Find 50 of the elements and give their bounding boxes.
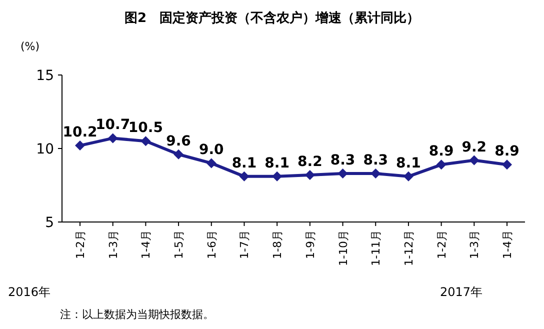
point: [174, 149, 184, 160]
x-tick-label: 1-4月: [501, 230, 514, 259]
data-label: 8.9: [494, 144, 520, 160]
point: [108, 133, 118, 144]
data-label: 8.1: [232, 155, 257, 172]
x-tick-label: 1-2月: [74, 230, 87, 259]
data-label: 8.3: [363, 152, 388, 168]
x-tick-label: 1-4月: [140, 230, 153, 259]
data-label: 8.2: [298, 154, 322, 170]
x-tick-label: 1-9月: [304, 230, 317, 259]
chart-title: 图2 固定资产投资（不含农户）增速（累计同比）: [124, 10, 420, 26]
point: [370, 168, 381, 178]
point: [469, 155, 480, 166]
x-tick-label: 1-6月: [205, 230, 218, 259]
x-tick-label: 1-7月: [238, 230, 252, 259]
data-label: 8.9: [428, 144, 454, 160]
data-label: 9.2: [462, 139, 487, 156]
data-label: 9.6: [166, 133, 191, 150]
data-label: 10.5: [128, 120, 163, 136]
x-tick-label: 1-10月: [336, 230, 350, 266]
x-tick-label: 1-2月: [435, 230, 448, 259]
x-tick-label: 1-3月: [106, 230, 120, 259]
y-tick-label: 10: [36, 142, 54, 158]
text: 2017年: [440, 285, 483, 299]
point: [502, 160, 512, 170]
y-tick-label: 15: [36, 68, 54, 84]
point: [140, 136, 151, 146]
point: [436, 160, 446, 170]
point: [206, 158, 216, 168]
point: [239, 171, 250, 182]
data-label: 8.1: [396, 155, 421, 172]
point: [272, 171, 282, 182]
data-label: 10.7: [96, 117, 130, 134]
text: 注：以上数据为当期快报数据。: [60, 308, 214, 321]
y-tick-label: 5: [45, 215, 54, 231]
x-tick-label: 1-5月: [172, 230, 186, 259]
text: 2016年: [8, 285, 51, 299]
data-label: 8.3: [330, 152, 356, 168]
x-tick-label: 1-8月: [271, 230, 284, 259]
y-axis-title: (%): [20, 40, 40, 53]
data-label: 8.1: [264, 155, 290, 172]
data-label: 10.2: [62, 124, 98, 141]
x-tick-label: 1-12月: [402, 230, 416, 266]
x-tick-label: 1-3月: [468, 230, 482, 259]
point: [75, 140, 85, 151]
point: [338, 168, 348, 178]
point: [403, 171, 414, 182]
data-label: 9.0: [198, 142, 224, 158]
x-tick-label: 1-11月: [370, 230, 383, 266]
point: [304, 170, 315, 180]
